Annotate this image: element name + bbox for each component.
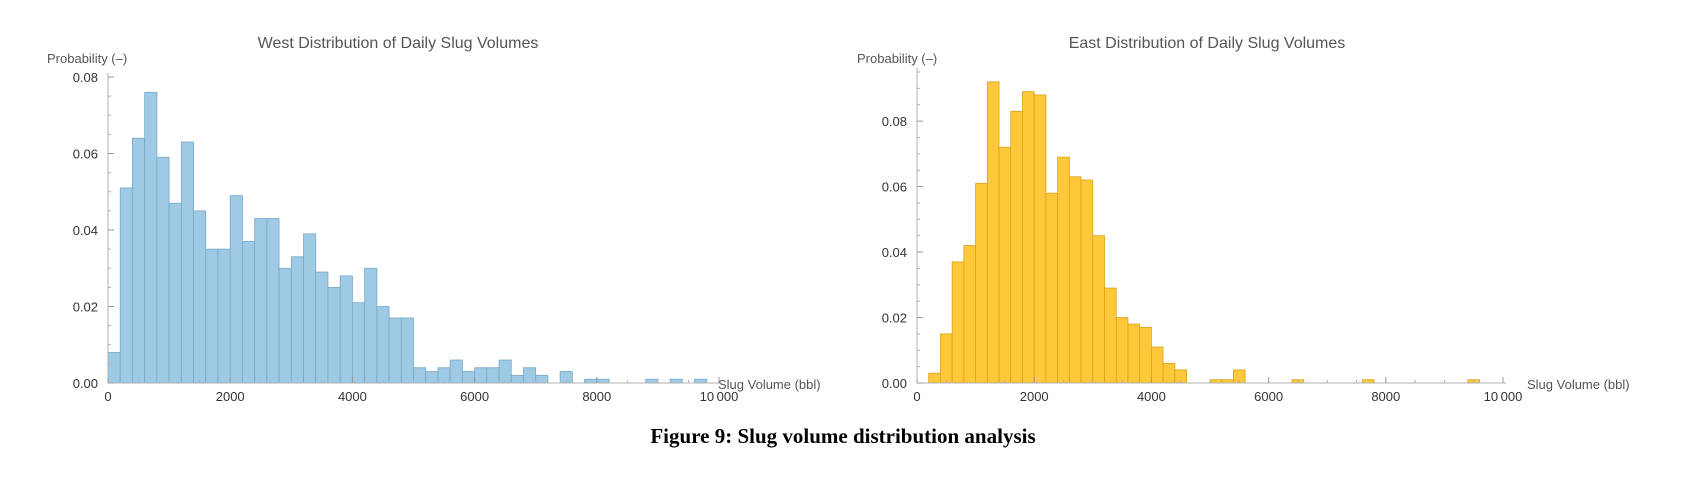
x-tick-label: 2000 <box>1020 389 1049 404</box>
y-tick-label: 0.08 <box>73 70 98 85</box>
chart-title: West Distribution of Daily Slug Volumes <box>258 35 539 52</box>
histogram-bar <box>1057 156 1070 384</box>
y-axis-label: Probability (–) <box>47 51 127 66</box>
y-tick-label: 0.06 <box>73 147 98 162</box>
histogram-bar <box>1092 235 1105 384</box>
x-axis-label: Slug Volume (bbl) <box>718 377 821 392</box>
histogram-bar <box>1104 287 1117 384</box>
y-tick-label: 0.02 <box>73 300 98 315</box>
histogram-bar <box>1080 179 1094 384</box>
y-tick-label: 0.02 <box>882 311 907 326</box>
x-tick-label: 0 <box>104 389 111 404</box>
x-tick-label: 10 000 <box>1484 389 1523 404</box>
histogram-bar <box>1127 323 1141 384</box>
histogram-bars <box>928 81 1480 384</box>
y-tick-label: 0.00 <box>882 376 907 391</box>
y-tick-label: 0.08 <box>882 114 907 129</box>
histogram-bar <box>1162 362 1176 384</box>
histogram-bar <box>1022 91 1035 384</box>
histogram-bar <box>1139 326 1152 384</box>
x-tick-label: 10 000 <box>700 389 739 404</box>
histogram-bar <box>951 261 965 384</box>
chart-title: East Distribution of Daily Slug Volumes <box>1069 35 1346 52</box>
y-tick-label: 0.00 <box>73 376 98 391</box>
x-tick-label: 6000 <box>1254 389 1283 404</box>
histogram-bar <box>940 333 953 384</box>
histogram-bar <box>986 81 1000 384</box>
axes: 0 2000 4000 6000 8000 10 000 0.00 0.02 0.04 0.06 0… <box>882 68 1523 404</box>
histogram-bar <box>1068 176 1082 384</box>
y-tick-label: 0.04 <box>73 223 98 238</box>
figure-caption: Figure 9: Slug volume distribution analy… <box>650 424 1036 448</box>
y-tick-label: 0.04 <box>882 245 907 260</box>
x-tick-label: 2000 <box>216 389 245 404</box>
y-tick-label: 0.06 <box>882 180 907 195</box>
histogram-bar <box>998 146 1012 384</box>
x-axis-label: Slug Volume (bbl) <box>1527 377 1630 392</box>
y-axis-label: Probability (–) <box>857 51 937 66</box>
histogram-bar <box>928 372 941 384</box>
x-tick-label: 8000 <box>1371 389 1400 404</box>
histogram-bar <box>1033 94 1047 384</box>
x-tick-label: 6000 <box>460 389 489 404</box>
histogram-bar <box>1115 317 1129 384</box>
histogram-bar <box>975 182 988 384</box>
histogram-bar <box>963 245 977 384</box>
x-tick-label: 8000 <box>582 389 611 404</box>
histogram-bar <box>1045 192 1059 384</box>
histogram-bar <box>1151 346 1164 384</box>
x-tick-label: 0 <box>913 389 920 404</box>
histogram-bar <box>1010 110 1023 384</box>
x-tick-label: 4000 <box>338 389 367 404</box>
axes: 0 2000 4000 6000 8000 10 000 0.00 0.02 0.04 0.06 0… <box>73 70 739 404</box>
x-tick-label: 4000 <box>1137 389 1166 404</box>
